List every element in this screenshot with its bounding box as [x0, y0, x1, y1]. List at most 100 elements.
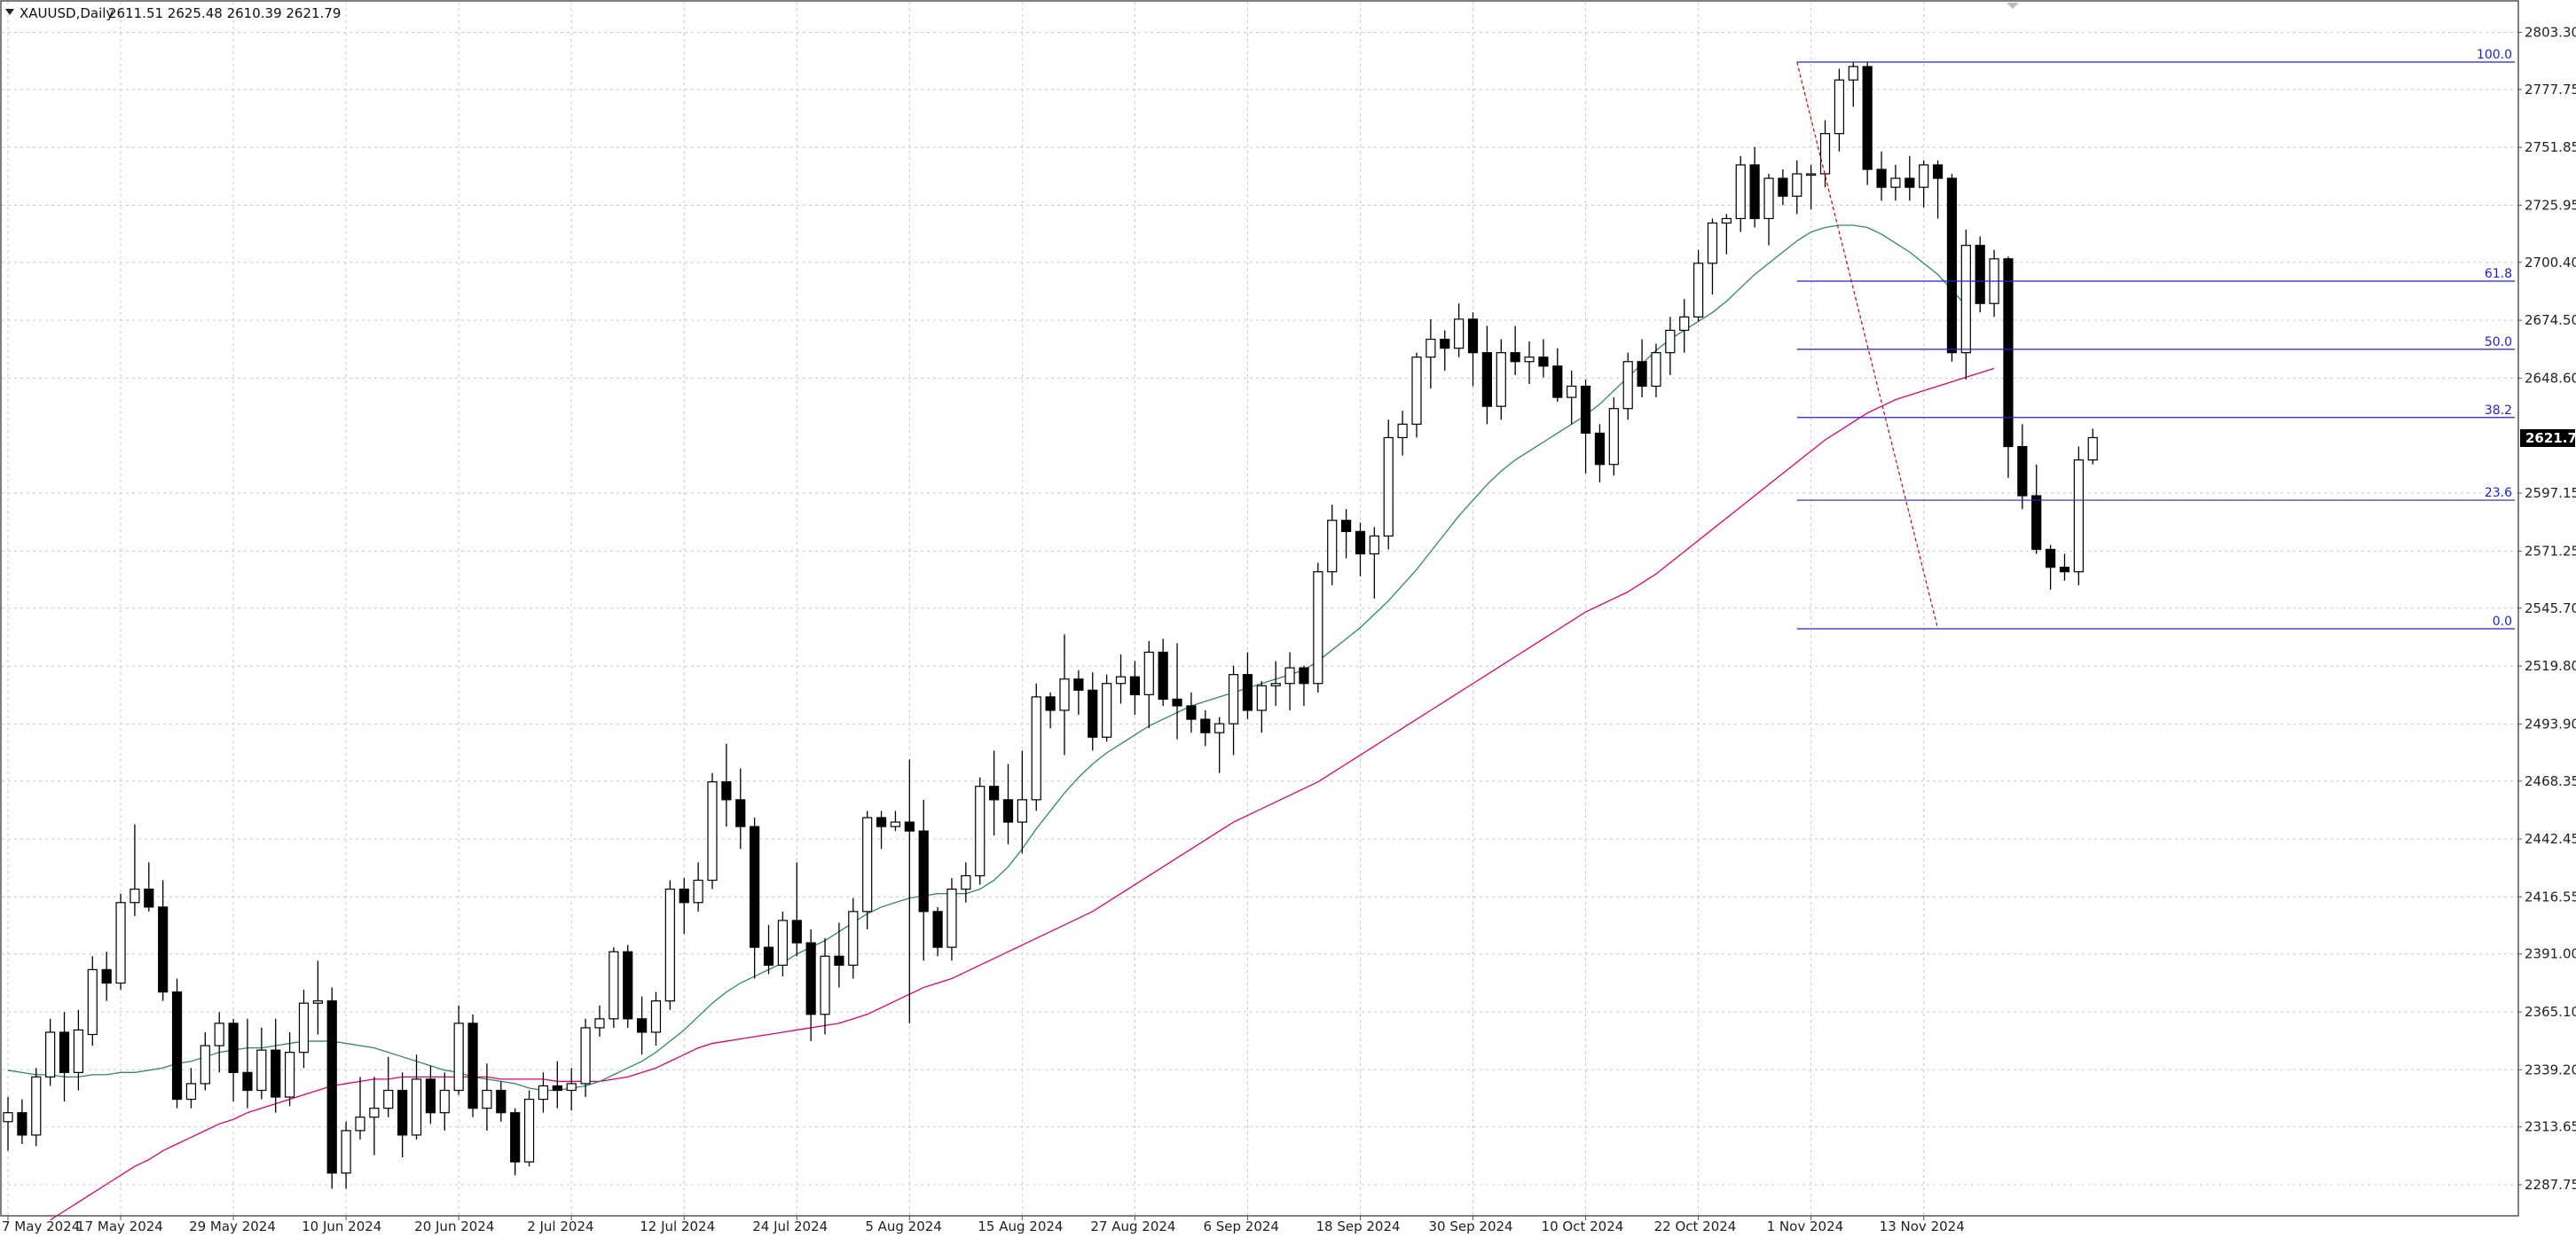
candle	[2087, 428, 2098, 465]
price-tick-label: 2674.50	[2525, 312, 2576, 328]
candle-body-down	[144, 889, 154, 908]
candle-body-up	[1411, 357, 1422, 425]
candle-body-down	[1088, 689, 1098, 738]
price-tick-label: 2803.30	[2525, 24, 2576, 40]
candle	[650, 991, 662, 1046]
candle	[1960, 230, 1971, 380]
candle-body-up	[482, 1089, 492, 1109]
candle	[1946, 174, 1958, 362]
candle-body-down	[1862, 66, 1873, 170]
candle-body-down	[1200, 718, 1211, 733]
candle-body-up	[73, 1029, 84, 1073]
candle-body-up	[1369, 535, 1379, 555]
time-tick-label: 10 Jun 2024	[302, 1218, 381, 1234]
candle-body-up	[1524, 357, 1535, 363]
candle-body-up	[1919, 164, 1929, 188]
candle-body-up	[1707, 222, 1718, 264]
candle-body-up	[1890, 177, 1901, 188]
time-tick-label: 1 Nov 2024	[1767, 1218, 1844, 1234]
candle-body-down	[1467, 318, 1479, 354]
candle-body-down	[1637, 361, 1647, 388]
candle	[961, 862, 971, 903]
candle	[1102, 674, 1112, 742]
time-tick-label: 27 Aug 2024	[1090, 1218, 1175, 1234]
candle	[1031, 683, 1041, 811]
candle	[312, 960, 323, 1035]
candle	[425, 1065, 436, 1124]
price-tick-label: 2442.45	[2525, 831, 2576, 847]
candle	[1327, 505, 1338, 585]
candle	[2059, 553, 2070, 581]
candle	[171, 978, 183, 1109]
candle-body-down	[1172, 698, 1182, 707]
candle-body-up	[1496, 352, 1506, 407]
candle-body-up	[1806, 173, 1817, 176]
price-tick-label: 2648.60	[2525, 370, 2576, 386]
candle	[552, 1061, 562, 1109]
chart-shift-icon[interactable]	[2007, 3, 2019, 9]
candle	[1017, 750, 1027, 854]
candle	[1355, 522, 1366, 576]
fib-level-label: 38.2	[2485, 404, 2512, 418]
candle	[1186, 692, 1197, 733]
candle	[1369, 527, 1379, 599]
candle-body-up	[1284, 667, 1295, 685]
candle	[1002, 764, 1014, 845]
candle-body-down	[1186, 705, 1197, 720]
candle	[144, 862, 154, 912]
candle	[1228, 665, 1239, 756]
candle-body-up	[1059, 678, 1070, 711]
candle	[1848, 62, 1858, 107]
candle-body-up	[523, 1098, 535, 1163]
candle	[834, 922, 844, 988]
price-tick-label: 2777.75	[2525, 82, 2576, 98]
candle-body-up	[1622, 361, 1633, 410]
candle	[242, 1018, 253, 1109]
fib-level-label: 61.8	[2485, 267, 2512, 281]
fibonacci-retracement[interactable]: 100.0 61.8 50.0 38.2 23.6 0.0	[1796, 48, 2515, 630]
candle	[1806, 164, 1817, 210]
candle	[1411, 352, 1422, 438]
candle	[1115, 654, 1127, 704]
candle	[2031, 464, 2042, 554]
candle	[1059, 634, 1070, 756]
candle-body-down	[1299, 667, 1309, 685]
candle-body-down	[2046, 548, 2056, 568]
price-tick-label: 2597.15	[2525, 485, 2576, 501]
menu-triangle-icon[interactable]	[5, 9, 14, 15]
candle	[369, 1077, 380, 1156]
candle-body-down	[1538, 357, 1549, 367]
candle-body-up	[1848, 66, 1858, 81]
candle	[1679, 299, 1690, 353]
candle-body-up	[975, 786, 986, 877]
price-tick-label: 2545.70	[2525, 600, 2576, 616]
candle-body-down	[1340, 520, 1352, 532]
candle-body-down	[425, 1078, 436, 1114]
candle-body-down	[988, 786, 1000, 801]
candle-body-down	[2059, 567, 2070, 573]
candle	[1749, 146, 1760, 228]
candle-body-down	[2003, 258, 2014, 448]
candle	[1073, 670, 1084, 716]
candle-body-up	[1383, 436, 1394, 537]
candle-body-up	[355, 1117, 365, 1132]
candle-body-down	[552, 1085, 562, 1092]
fib-level-label: 100.0	[2477, 48, 2512, 62]
candle-body-up	[298, 1002, 310, 1054]
candle	[298, 990, 310, 1069]
candle	[721, 743, 732, 827]
candle	[341, 1121, 351, 1189]
candle-body-up	[453, 1023, 464, 1092]
candle	[1538, 339, 1549, 378]
candle	[1270, 661, 1281, 706]
candle	[2046, 545, 2056, 590]
candle	[1763, 174, 1774, 246]
candle-body-down	[1045, 696, 1056, 711]
candle	[200, 1031, 210, 1091]
candle	[988, 750, 1000, 836]
candle	[1778, 168, 1788, 206]
time-tick-label: 7 May 2024	[2, 1218, 80, 1234]
candle	[862, 811, 873, 930]
